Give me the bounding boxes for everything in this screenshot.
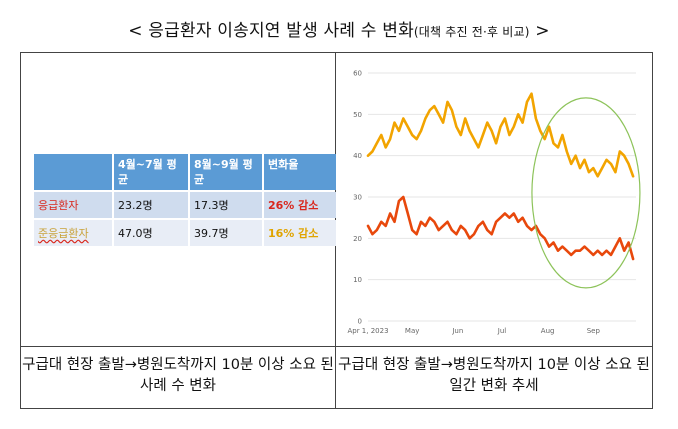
caption-right: 구급대 현장 출발→병원도착까지 10분 이상 소요 된 일간 변화 추세 <box>338 357 650 394</box>
header-apr-jul: 4월~7월 평균 <box>114 154 188 190</box>
title-main: < 응급환자 이송지연 발생 사례 수 변화 <box>128 21 414 41</box>
y-tick-label: 50 <box>353 111 362 119</box>
cell-value: 39.7명 <box>190 220 262 246</box>
header-empty <box>34 154 112 190</box>
x-tick-label: May <box>405 327 419 335</box>
row-label-semi-emergency: 준응급환자 <box>34 220 112 246</box>
stats-table: 4월~7월 평균 8월~9월 평균 변화율 응급환자 23.2명 17.3명 2… <box>32 152 338 248</box>
cell-value: 17.3명 <box>190 192 262 218</box>
table-header-row: 4월~7월 평균 8월~9월 평균 변화율 <box>34 154 336 190</box>
table-row: 준응급환자 47.0명 39.7명 16% 감소 <box>34 220 336 246</box>
cell-change: 16% 감소 <box>264 220 336 246</box>
title-end: > <box>529 21 550 41</box>
caption-left: 구급대 현장 출발→병원도착까지 10분 이상 소요 된 사례 수 변화 <box>22 357 334 394</box>
series-line-orange <box>366 92 635 178</box>
comparison-frame <box>20 52 653 409</box>
y-tick-label: 30 <box>353 194 362 202</box>
x-tick-label: Jul <box>497 327 507 335</box>
trend-chart: 0 10 20 30 40 50 60 Apr 1, 2023 May Jun Jul Aug Sep <box>347 70 641 335</box>
y-tick-label: 60 <box>353 70 362 78</box>
cell-value: 23.2명 <box>114 192 188 218</box>
header-change: 변화율 <box>264 154 336 190</box>
x-tick-label: Apr 1, 2023 <box>347 327 388 335</box>
x-tick-label: Jun <box>451 327 463 335</box>
table-row: 응급환자 23.2명 17.3명 26% 감소 <box>34 192 336 218</box>
y-tick-label: 10 <box>353 276 362 284</box>
page-title: < 응급환자 이송지연 발생 사례 수 변화(대책 추진 전·후 비교) > <box>0 16 678 41</box>
caption-divider <box>20 346 653 347</box>
y-tick-label: 40 <box>353 152 362 160</box>
series-line-red <box>366 195 635 261</box>
row-label-emergency: 응급환자 <box>34 192 112 218</box>
header-aug-sep: 8월~9월 평균 <box>190 154 262 190</box>
y-tick-label: 20 <box>353 235 362 243</box>
title-sub: (대책 추진 전·후 비교) <box>413 25 530 39</box>
x-tick-label: Aug <box>541 327 555 335</box>
y-tick-label: 0 <box>358 318 362 326</box>
cell-value: 47.0명 <box>114 220 188 246</box>
cell-change: 26% 감소 <box>264 192 336 218</box>
highlight-circle <box>531 97 641 289</box>
x-tick-label: Sep <box>587 327 601 335</box>
